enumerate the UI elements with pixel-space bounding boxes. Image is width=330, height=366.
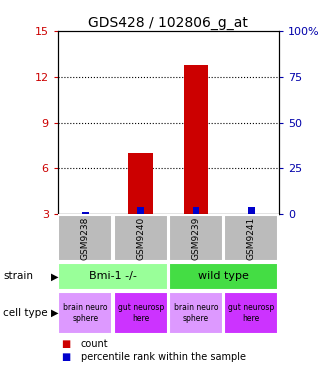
- Text: GSM9241: GSM9241: [247, 216, 256, 259]
- Bar: [58, 214, 113, 261]
- Bar: [128, 153, 153, 214]
- Text: Bmi-1 -/-: Bmi-1 -/-: [89, 271, 137, 281]
- Text: count: count: [81, 340, 109, 350]
- Bar: [137, 207, 144, 214]
- Text: percentile rank within the sample: percentile rank within the sample: [81, 352, 246, 362]
- Text: ▶: ▶: [51, 308, 59, 318]
- Bar: [169, 292, 223, 334]
- Text: gut neurosp
here: gut neurosp here: [228, 303, 274, 323]
- Text: ■: ■: [61, 340, 70, 350]
- Bar: [224, 292, 278, 334]
- Bar: [58, 262, 168, 290]
- Bar: [183, 65, 208, 214]
- Text: brain neuro
sphere: brain neuro sphere: [63, 303, 108, 323]
- Bar: [248, 207, 254, 214]
- Bar: [169, 262, 278, 290]
- Text: ▶: ▶: [51, 271, 59, 281]
- Text: GSM9240: GSM9240: [136, 216, 145, 259]
- Bar: [193, 207, 199, 214]
- Title: GDS428 / 102806_g_at: GDS428 / 102806_g_at: [88, 16, 248, 30]
- Text: wild type: wild type: [198, 271, 249, 281]
- Bar: [82, 212, 89, 214]
- Text: GSM9238: GSM9238: [81, 216, 90, 259]
- Bar: [169, 214, 223, 261]
- Text: cell type: cell type: [3, 308, 48, 318]
- Text: strain: strain: [3, 271, 33, 281]
- Text: ■: ■: [61, 352, 70, 362]
- Text: GSM9239: GSM9239: [191, 216, 200, 259]
- Bar: [58, 292, 113, 334]
- Bar: [224, 214, 278, 261]
- Text: brain neuro
sphere: brain neuro sphere: [174, 303, 218, 323]
- Text: gut neurosp
here: gut neurosp here: [117, 303, 164, 323]
- Bar: [114, 214, 168, 261]
- Bar: [114, 292, 168, 334]
